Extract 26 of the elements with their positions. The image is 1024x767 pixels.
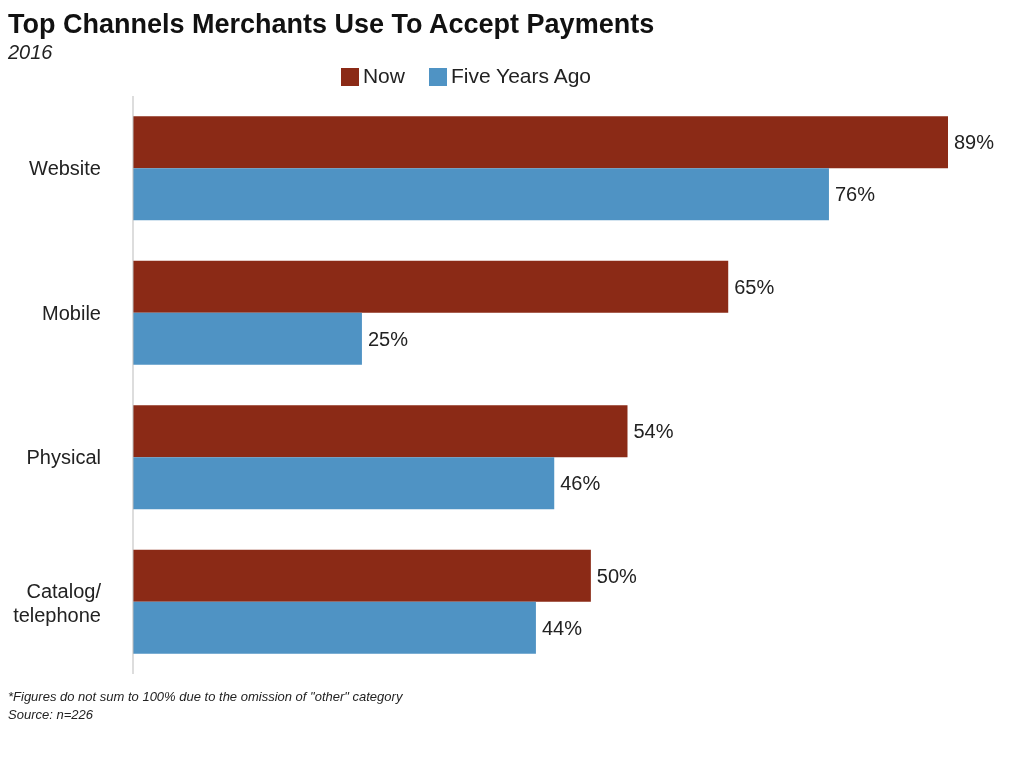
source-note: Source: n=226 [8,706,94,724]
data-label: 89% [954,131,995,154]
chart-subtitle: 2016 [8,40,54,64]
bar [133,260,729,313]
data-label: 65% [734,275,775,298]
bar [133,457,555,510]
y-tick-label: Mobile [42,301,101,324]
bar [133,549,591,602]
bar [133,405,628,458]
chart-title: Top Channels Merchants Use To Accept Payments [8,8,656,40]
bar [133,601,536,654]
text: *Figures do not sum to 100% due to the omission of "other" category [8,688,404,706]
y-tick-label: Physical [26,446,101,469]
y-tick-label: Website [29,157,101,180]
data-label: 25% [367,327,409,350]
y-tick-label: Catalog/telephone [13,579,102,626]
data-label: 46% [560,472,601,495]
bar [133,312,362,365]
bar [133,168,829,221]
bar [133,116,948,169]
data-label: 50% [596,564,638,587]
legend-label: Five Years Ago [450,64,592,87]
legend-label: Now [362,64,405,87]
data-label: 76% [834,183,876,206]
data-label: 54% [633,420,674,443]
data-label: 44% [541,616,583,639]
